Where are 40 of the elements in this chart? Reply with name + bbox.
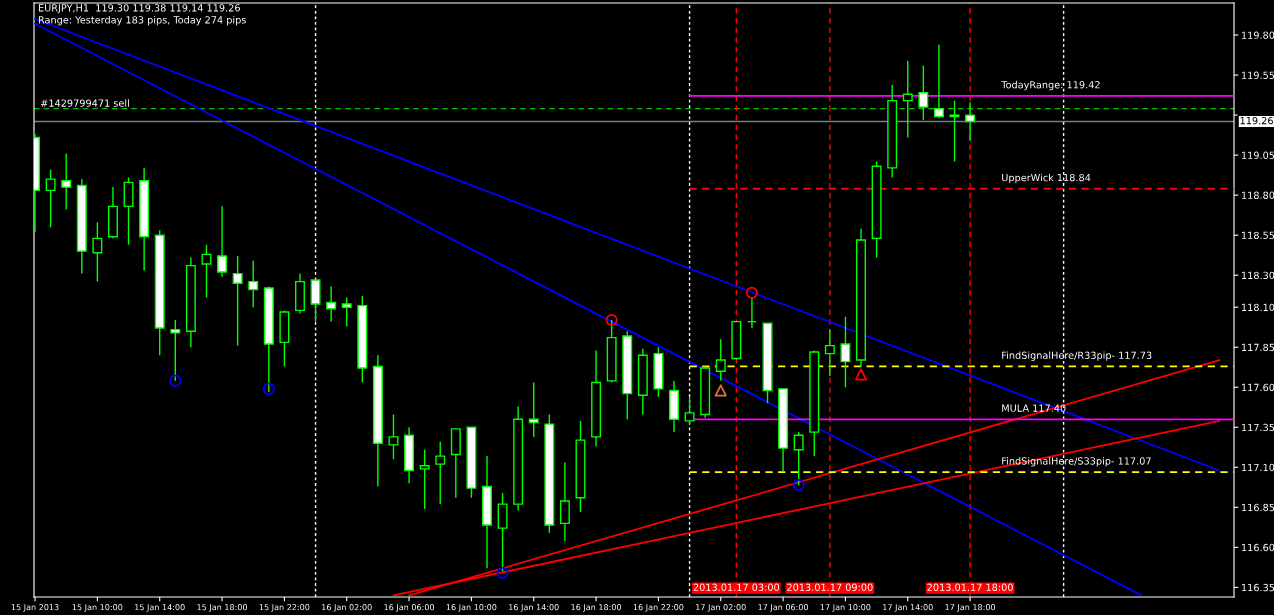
series-label: TodayRange: 119.42	[1001, 80, 1100, 91]
y-tick-label: 116.35	[1242, 583, 1274, 592]
ref-line-label: #1429799471 sell	[40, 99, 129, 107]
y-tick-label: 119.55	[1242, 71, 1274, 79]
chart-title: EURJPY,H1 119.30 119.38 119.14 119.26	[38, 4, 240, 14]
y-tick-label: 117.85	[1242, 343, 1274, 352]
x-tick-label: 16 Jan 06:00	[384, 604, 435, 612]
ref-line-label: 119.26	[1240, 116, 1273, 125]
y-tick-label: 117.35	[1242, 423, 1274, 432]
x-tick-label: 16 Jan 14:00	[509, 604, 559, 612]
ref-line-label: 2013.01.17 18:00	[927, 583, 1013, 591]
ref-line-label: 2013.01.17 09:00	[787, 583, 873, 591]
x-tick-label: 15 Jan 10:00	[72, 604, 123, 612]
y-tick-label: 119.05	[1242, 151, 1274, 159]
y-tick-label: 118.10	[1242, 303, 1274, 312]
x-tick-label: 16 Jan 10:00	[446, 604, 497, 612]
x-tick-label: 15 Jan 2013	[11, 604, 59, 612]
ref-line-label: 2013.01.17 03:00	[693, 583, 780, 591]
x-tick-label: 17 Jan 06:00	[758, 604, 809, 612]
x-tick-label: 17 Jan 02:00	[696, 604, 746, 612]
x-tick-label: 16 Jan 02:00	[322, 604, 372, 612]
y-tick-label: 117.10	[1242, 463, 1274, 472]
x-tick-label: 17 Jan 10:00	[820, 604, 871, 612]
x-tick-label: 17 Jan 14:00	[883, 604, 933, 612]
x-tick-label: 16 Jan 18:00	[571, 604, 622, 612]
y-tick-label: 118.80	[1242, 191, 1274, 199]
y-tick-label: 116.85	[1242, 503, 1274, 512]
y-tick-label: 117.60	[1242, 383, 1274, 392]
x-tick-label: 16 Jan 22:00	[633, 604, 684, 612]
x-tick-label: 15 Jan 14:00	[135, 604, 185, 612]
x-tick-label: 15 Jan 18:00	[197, 604, 248, 612]
y-tick-label: 118.55	[1242, 231, 1274, 239]
x-tick-label: 15 Jan 22:00	[259, 604, 310, 612]
text: Range: Yesterday 183 pips, Today 274 pips	[38, 16, 246, 26]
y-tick-label: 119.80	[1242, 31, 1274, 39]
x-tick-label: 17 Jan 18:00	[945, 604, 996, 612]
series-label: FindSignalHere/R33pip- 117.73	[1002, 351, 1152, 361]
y-tick-label: 118.30	[1242, 271, 1274, 280]
series-label: UpperWick 118.84	[1002, 173, 1091, 184]
y-tick-label: 116.60	[1242, 543, 1274, 552]
